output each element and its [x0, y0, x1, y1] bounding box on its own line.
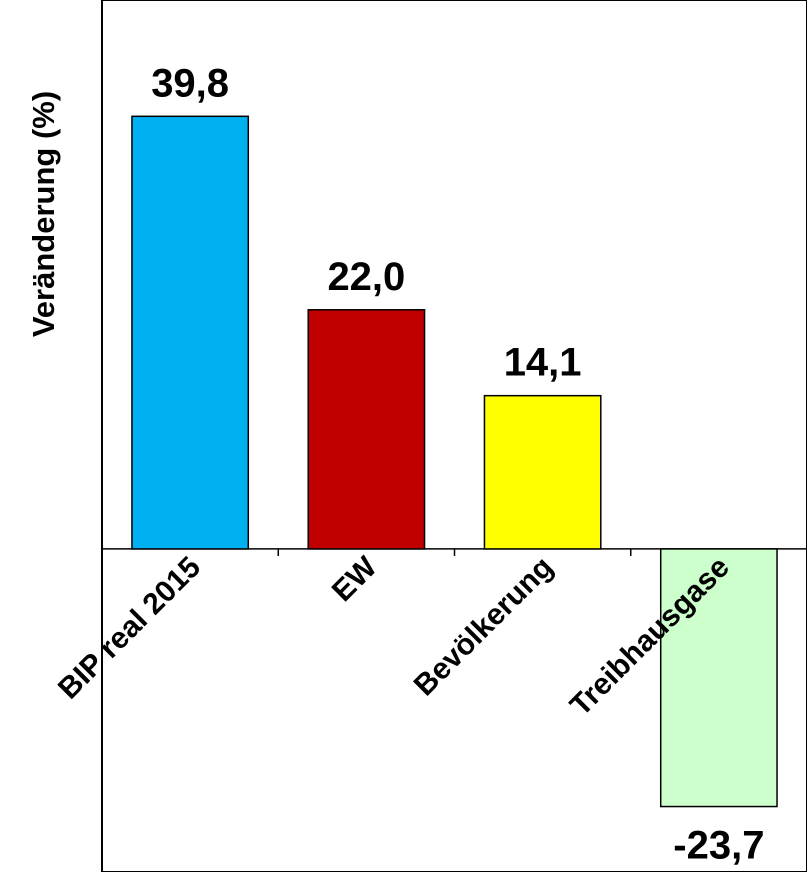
value-label-bevoelkerung: 14,1 — [504, 341, 582, 385]
value-labels-group: 39,8 22,0 14,1 -23,7 — [151, 61, 764, 867]
value-label-treibhausgase: -23,7 — [673, 824, 764, 868]
bar-bevoelkerung — [483, 394, 602, 550]
value-label-ew: 22,0 — [327, 255, 405, 299]
axis-ticks — [277, 548, 632, 556]
bars-group — [131, 115, 778, 808]
bar-bip-real-2015 — [131, 115, 250, 550]
value-label-bip-real-2015: 39,8 — [151, 61, 229, 105]
bar-treibhausgase — [659, 548, 778, 808]
y-axis-label: Veränderung (%) — [26, 91, 61, 337]
bar-ew — [307, 309, 426, 550]
